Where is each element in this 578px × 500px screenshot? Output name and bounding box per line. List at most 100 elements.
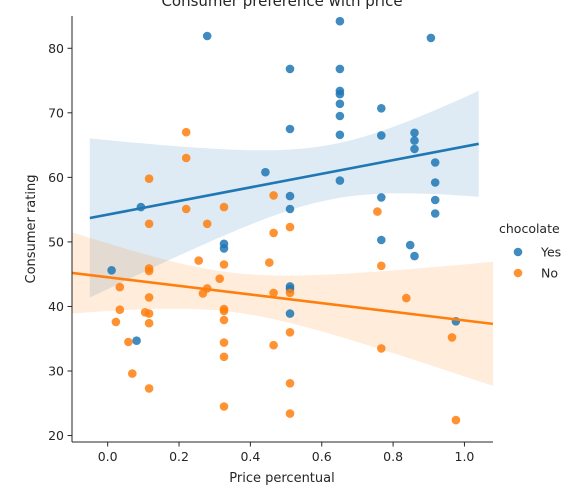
data-point-no <box>144 309 154 318</box>
data-point-yes <box>430 195 440 205</box>
x-tick-label: 0.8 <box>383 449 403 464</box>
data-point-no <box>219 352 229 362</box>
data-point-yes <box>285 64 295 74</box>
regression-line-yes <box>89 142 479 220</box>
x-tick-label: 0.2 <box>169 449 189 464</box>
x-tick-label: 0.4 <box>240 449 260 464</box>
y-tick-label: 20 <box>48 428 64 443</box>
data-point-no <box>219 338 229 347</box>
legend-marker-yes <box>513 247 523 257</box>
data-point-yes <box>107 266 116 275</box>
data-point-yes <box>410 128 419 138</box>
data-point-no <box>219 402 229 411</box>
data-point-no <box>202 219 212 229</box>
data-point-yes <box>335 16 345 26</box>
data-point-no <box>144 174 154 183</box>
data-point-no <box>285 288 295 298</box>
data-point-yes <box>335 99 345 109</box>
confidence-band-yes <box>89 90 479 298</box>
data-point-no <box>402 293 411 303</box>
x-axis-ticks: 0.0 0.2 0.4 0.6 0.8 1.0 <box>98 442 475 464</box>
data-point-no <box>377 261 386 271</box>
data-point-yes <box>430 158 440 167</box>
confidence-bands <box>72 90 493 386</box>
data-point-no <box>285 328 295 337</box>
data-point-no <box>269 191 278 200</box>
data-point-yes <box>285 204 295 214</box>
legend-title: chocolate <box>499 221 560 236</box>
data-point-no <box>447 333 457 342</box>
data-point-no <box>219 202 229 212</box>
chart-title: Consumer preference with price <box>161 0 402 10</box>
y-tick-label: 50 <box>48 234 64 249</box>
y-tick-label: 30 <box>48 364 64 379</box>
data-point-no <box>144 293 154 302</box>
data-point-no <box>194 256 203 265</box>
data-point-no <box>181 204 191 214</box>
data-point-yes <box>335 111 345 121</box>
y-tick-label: 80 <box>48 41 64 56</box>
y-tick-label: 40 <box>48 299 64 314</box>
y-axis-label: Consumer rating <box>24 175 39 284</box>
data-point-yes <box>410 144 419 154</box>
data-point-no <box>215 274 224 284</box>
data-point-yes <box>377 235 386 245</box>
data-point-no <box>269 288 278 298</box>
data-point-yes <box>377 131 386 140</box>
data-point-no <box>128 369 137 378</box>
data-point-no <box>219 315 229 325</box>
data-point-yes <box>335 64 345 74</box>
data-point-no <box>111 317 121 327</box>
data-point-yes <box>335 130 345 140</box>
data-point-no <box>144 384 154 393</box>
data-point-yes <box>335 89 345 99</box>
data-point-no <box>451 415 461 425</box>
y-tick-label: 70 <box>48 105 64 120</box>
data-point-yes <box>426 33 436 43</box>
data-point-no <box>285 379 295 388</box>
data-point-yes <box>410 136 419 145</box>
data-point-no <box>219 260 229 269</box>
regression-lines <box>72 142 493 326</box>
data-point-yes <box>219 244 229 253</box>
data-point-yes <box>285 309 295 318</box>
data-point-no <box>144 266 154 276</box>
x-axis-label: Price percentual <box>229 471 334 486</box>
regression-line-no <box>72 271 493 326</box>
y-axis-ticks: 20 30 40 50 60 70 80 <box>48 41 72 443</box>
data-point-no <box>181 153 191 163</box>
data-point-no <box>219 306 229 316</box>
data-point-yes <box>405 240 415 250</box>
data-point-no <box>269 228 278 238</box>
legend-label-no: No <box>541 266 558 281</box>
data-points <box>107 16 461 425</box>
x-tick-label: 0.0 <box>98 449 118 464</box>
data-point-yes <box>285 191 295 201</box>
data-point-yes <box>430 209 440 218</box>
data-point-yes <box>285 124 295 134</box>
data-point-yes <box>410 251 419 261</box>
data-point-no <box>124 337 133 347</box>
data-point-yes <box>430 178 440 187</box>
data-point-yes <box>261 167 270 177</box>
x-tick-label: 0.6 <box>312 449 332 464</box>
data-point-no <box>285 409 295 418</box>
data-point-no <box>144 318 154 328</box>
legend-marker-no <box>513 268 523 278</box>
data-point-no <box>265 258 274 267</box>
data-point-yes <box>335 176 345 185</box>
data-point-no <box>269 340 278 350</box>
data-point-yes <box>377 193 386 202</box>
x-tick-label: 1.0 <box>455 449 475 464</box>
data-point-no <box>115 305 125 315</box>
data-point-no <box>144 219 154 229</box>
data-point-no <box>377 344 386 353</box>
confidence-band-no <box>72 232 493 386</box>
data-point-no <box>373 207 382 216</box>
y-tick-label: 60 <box>48 170 64 185</box>
data-point-no <box>115 282 125 292</box>
legend: chocolate Yes No <box>499 221 561 281</box>
legend-label-yes: Yes <box>540 245 561 260</box>
data-point-yes <box>132 336 141 346</box>
